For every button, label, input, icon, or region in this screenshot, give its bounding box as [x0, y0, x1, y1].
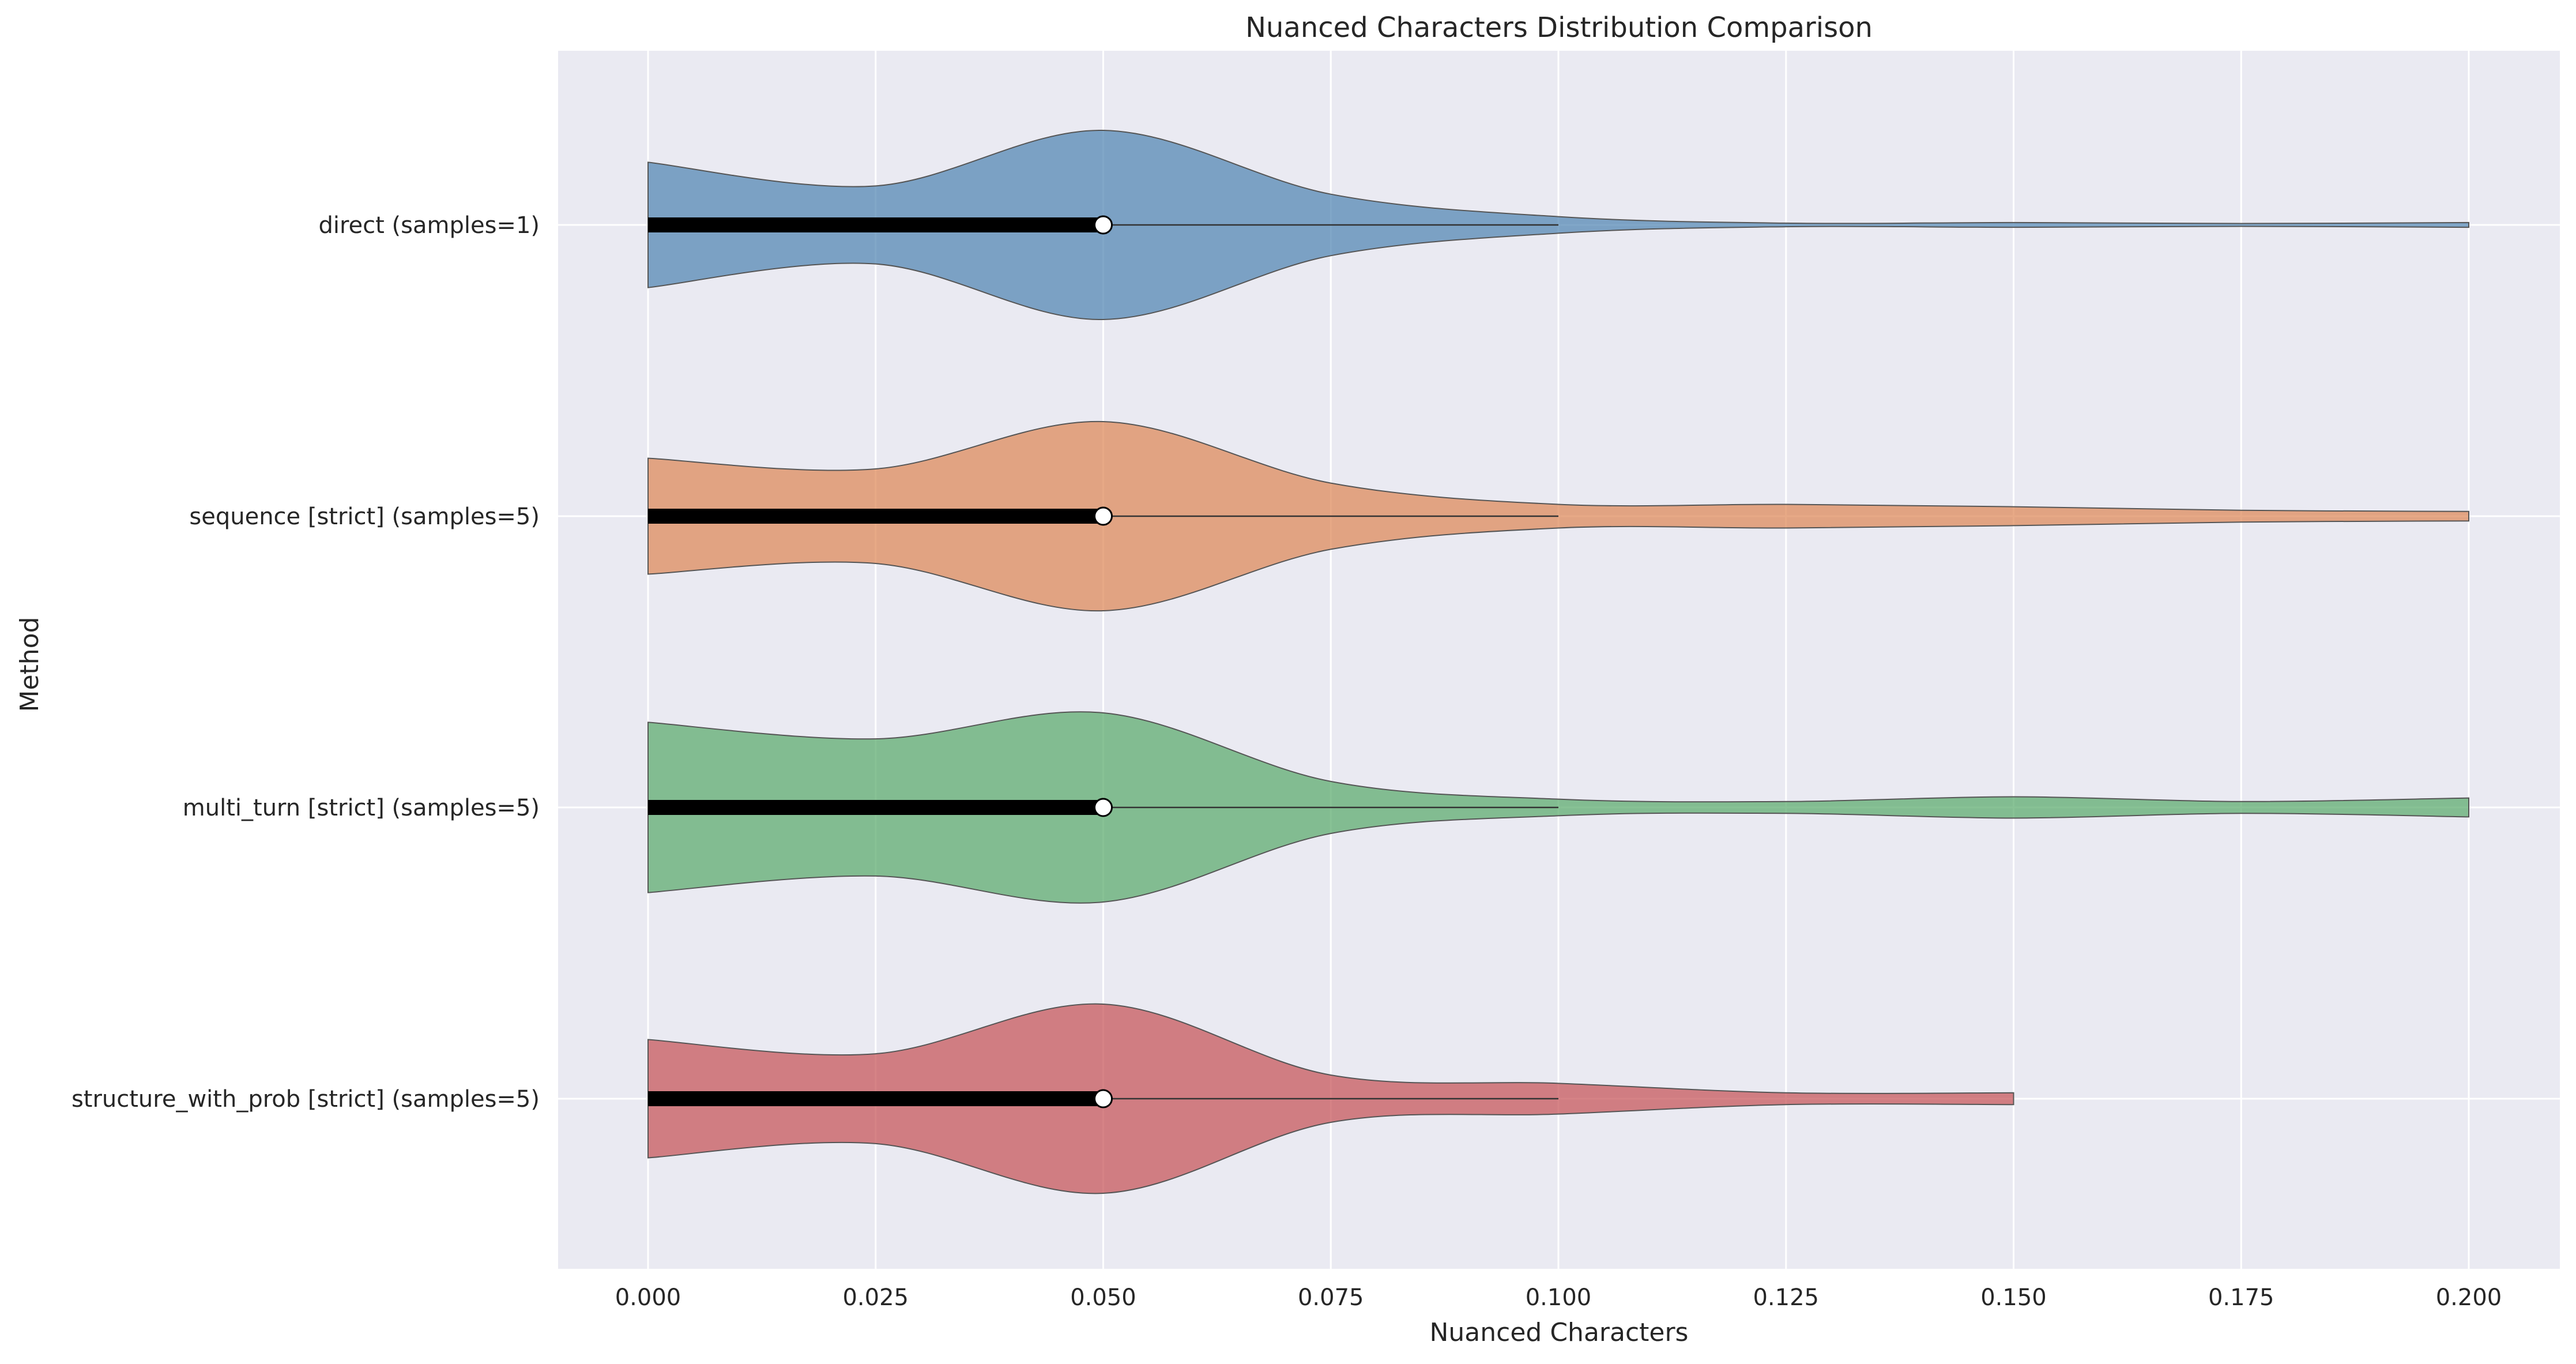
x-tick-labels: 0.000 0.025 0.050 0.075 0.100 0.125 0.150 0.175…	[615, 1284, 2502, 1311]
y-tick-label: direct (samples=1)	[318, 212, 540, 239]
y-tick-label: structure_with_prob [strict] (samples=5)	[71, 1086, 540, 1113]
chart-title: Nuanced Characters Distribution Comparis…	[1245, 12, 1873, 44]
x-tick-label: 0.100	[1526, 1284, 1592, 1311]
x-tick-label: 0.000	[615, 1284, 681, 1311]
y-axis-label: Method	[15, 617, 44, 712]
x-axis-label: Nuanced Characters	[1430, 1318, 1689, 1347]
y-tick-labels: direct (samples=1) sequence [strict] (sam…	[71, 212, 540, 1113]
median-marker	[1094, 1089, 1113, 1109]
box-iqr	[648, 217, 1104, 232]
x-tick-label: 0.025	[842, 1284, 909, 1311]
x-tick-label: 0.075	[1298, 1284, 1364, 1311]
x-tick-label: 0.175	[2208, 1284, 2274, 1311]
box-overlays	[648, 215, 1558, 1109]
median-marker	[1094, 798, 1113, 817]
x-tick-label: 0.200	[2436, 1284, 2502, 1311]
box-iqr	[648, 509, 1104, 524]
x-tick-label: 0.125	[1753, 1284, 1819, 1311]
x-tick-label: 0.150	[1980, 1284, 2047, 1311]
median-marker	[1094, 215, 1113, 235]
x-tick-label: 0.050	[1070, 1284, 1136, 1311]
median-marker	[1094, 506, 1113, 526]
y-tick-label: multi_turn [strict] (samples=5)	[183, 795, 540, 821]
box-iqr	[648, 1091, 1104, 1106]
y-tick-label: sequence [strict] (samples=5)	[189, 503, 540, 530]
box-iqr	[648, 800, 1104, 815]
